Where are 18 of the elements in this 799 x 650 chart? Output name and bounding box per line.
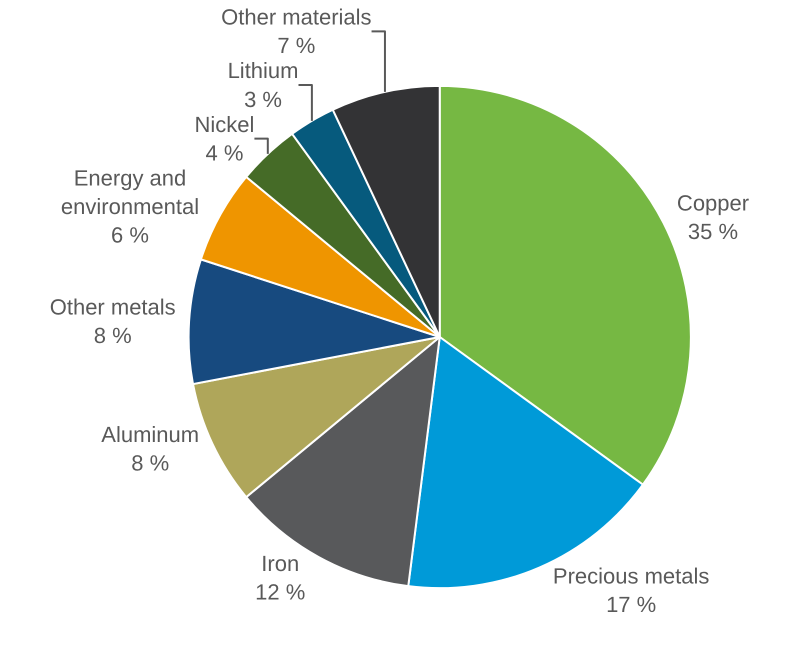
data-label: 35 % (688, 219, 738, 244)
slice-label: Energy and environmental (60, 165, 200, 219)
data-label: 6 % (111, 222, 149, 248)
slice-label: Other metals (50, 294, 176, 320)
slice-label: Nickel (194, 112, 254, 137)
data-label: 4 % (205, 140, 244, 166)
data-label: 7 % (277, 33, 316, 58)
data-label: 3 % (244, 86, 282, 112)
data-label: 8 % (94, 322, 132, 348)
slice-label: Copper (676, 190, 750, 216)
data-label: 17 % (606, 592, 656, 617)
slice-label: Aluminum (101, 422, 200, 447)
data-label: 12 % (255, 579, 306, 604)
data-label: 8 % (131, 450, 170, 476)
slice-label: Iron (261, 550, 300, 576)
slice-label: Precious metals (552, 563, 710, 588)
slice-label: Other materials (221, 4, 372, 30)
slice-label: Lithium (228, 58, 298, 84)
